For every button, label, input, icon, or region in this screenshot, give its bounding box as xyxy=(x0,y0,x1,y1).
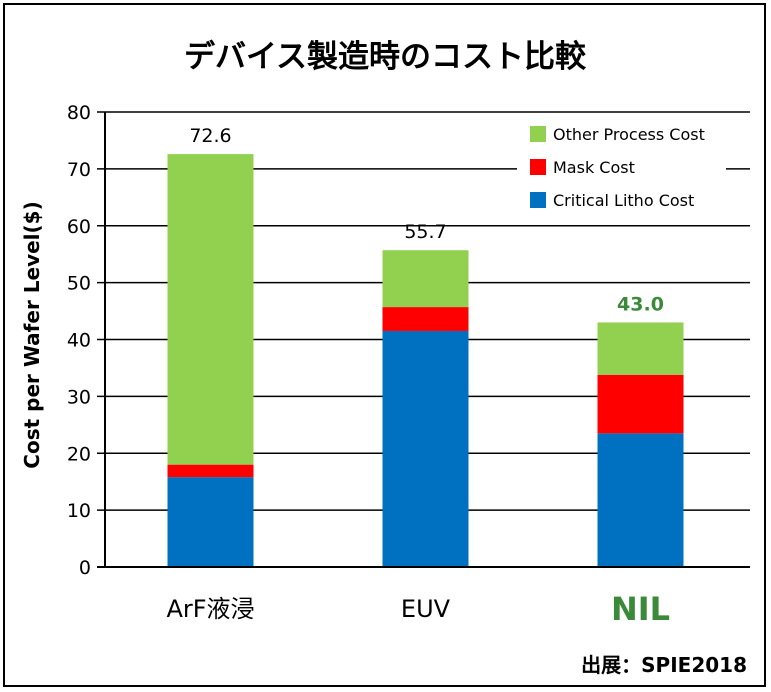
y-tick-label: 60 xyxy=(67,216,91,238)
axes xyxy=(97,111,750,568)
source-label: 出展：SPIE2018 xyxy=(581,653,747,677)
bar-critical-litho-cost xyxy=(382,330,469,567)
legend-label: Other Process Cost xyxy=(553,125,705,144)
chart: デバイス製造時のコスト比較 0 10 20 30 40 50 60 70 80 ArF液浸 EUV… xyxy=(20,39,750,677)
y-tick-label: 30 xyxy=(67,386,91,408)
bar-critical-litho-cost xyxy=(597,433,684,567)
x-tick-label: ArF液浸 xyxy=(166,595,254,623)
bar-critical-litho-cost xyxy=(167,477,254,567)
y-tick-label: 50 xyxy=(67,273,91,295)
x-tick-labels: ArF液浸 EUV NIL xyxy=(166,590,670,628)
bar-other-process-cost xyxy=(597,322,684,375)
legend-swatch xyxy=(530,126,546,142)
total-label: 43.0 xyxy=(617,293,664,315)
bar-other-process-cost xyxy=(167,154,254,465)
y-tick-label: 10 xyxy=(67,500,91,522)
chart-frame: デバイス製造時のコスト比較 0 10 20 30 40 50 60 70 80 ArF液浸 EUV… xyxy=(3,3,766,687)
legend-swatch xyxy=(530,159,546,175)
y-tick-label: 0 xyxy=(79,557,91,579)
total-labels: 72.6 55.7 43.0 xyxy=(189,125,664,315)
bar-mask-cost xyxy=(167,464,254,478)
legend-background xyxy=(517,155,726,179)
chart-title: デバイス製造時のコスト比較 xyxy=(184,39,587,75)
legend-swatch xyxy=(530,192,546,208)
legend-label: Critical Litho Cost xyxy=(553,191,694,210)
bars xyxy=(167,154,684,567)
y-tick-label: 80 xyxy=(67,102,91,124)
bar-mask-cost xyxy=(597,374,684,434)
bar-other-process-cost xyxy=(382,250,469,308)
legend-background xyxy=(517,188,726,212)
y-tick-label: 40 xyxy=(67,330,91,352)
x-tick-label: NIL xyxy=(611,590,670,628)
total-label: 72.6 xyxy=(189,125,231,147)
y-tick-labels: 0 10 20 30 40 50 60 70 80 xyxy=(67,102,91,579)
total-label: 55.7 xyxy=(404,221,446,243)
y-tick-label: 20 xyxy=(67,443,91,465)
legend: Other Process Cost Mask Cost Critical Lith… xyxy=(517,122,726,212)
bar-mask-cost xyxy=(382,307,469,331)
y-axis-label: Cost per Wafer Level($) xyxy=(20,201,44,468)
y-tick-label: 70 xyxy=(67,159,91,181)
x-tick-label: EUV xyxy=(401,595,451,623)
legend-background xyxy=(517,122,726,146)
legend-label: Mask Cost xyxy=(553,158,635,177)
